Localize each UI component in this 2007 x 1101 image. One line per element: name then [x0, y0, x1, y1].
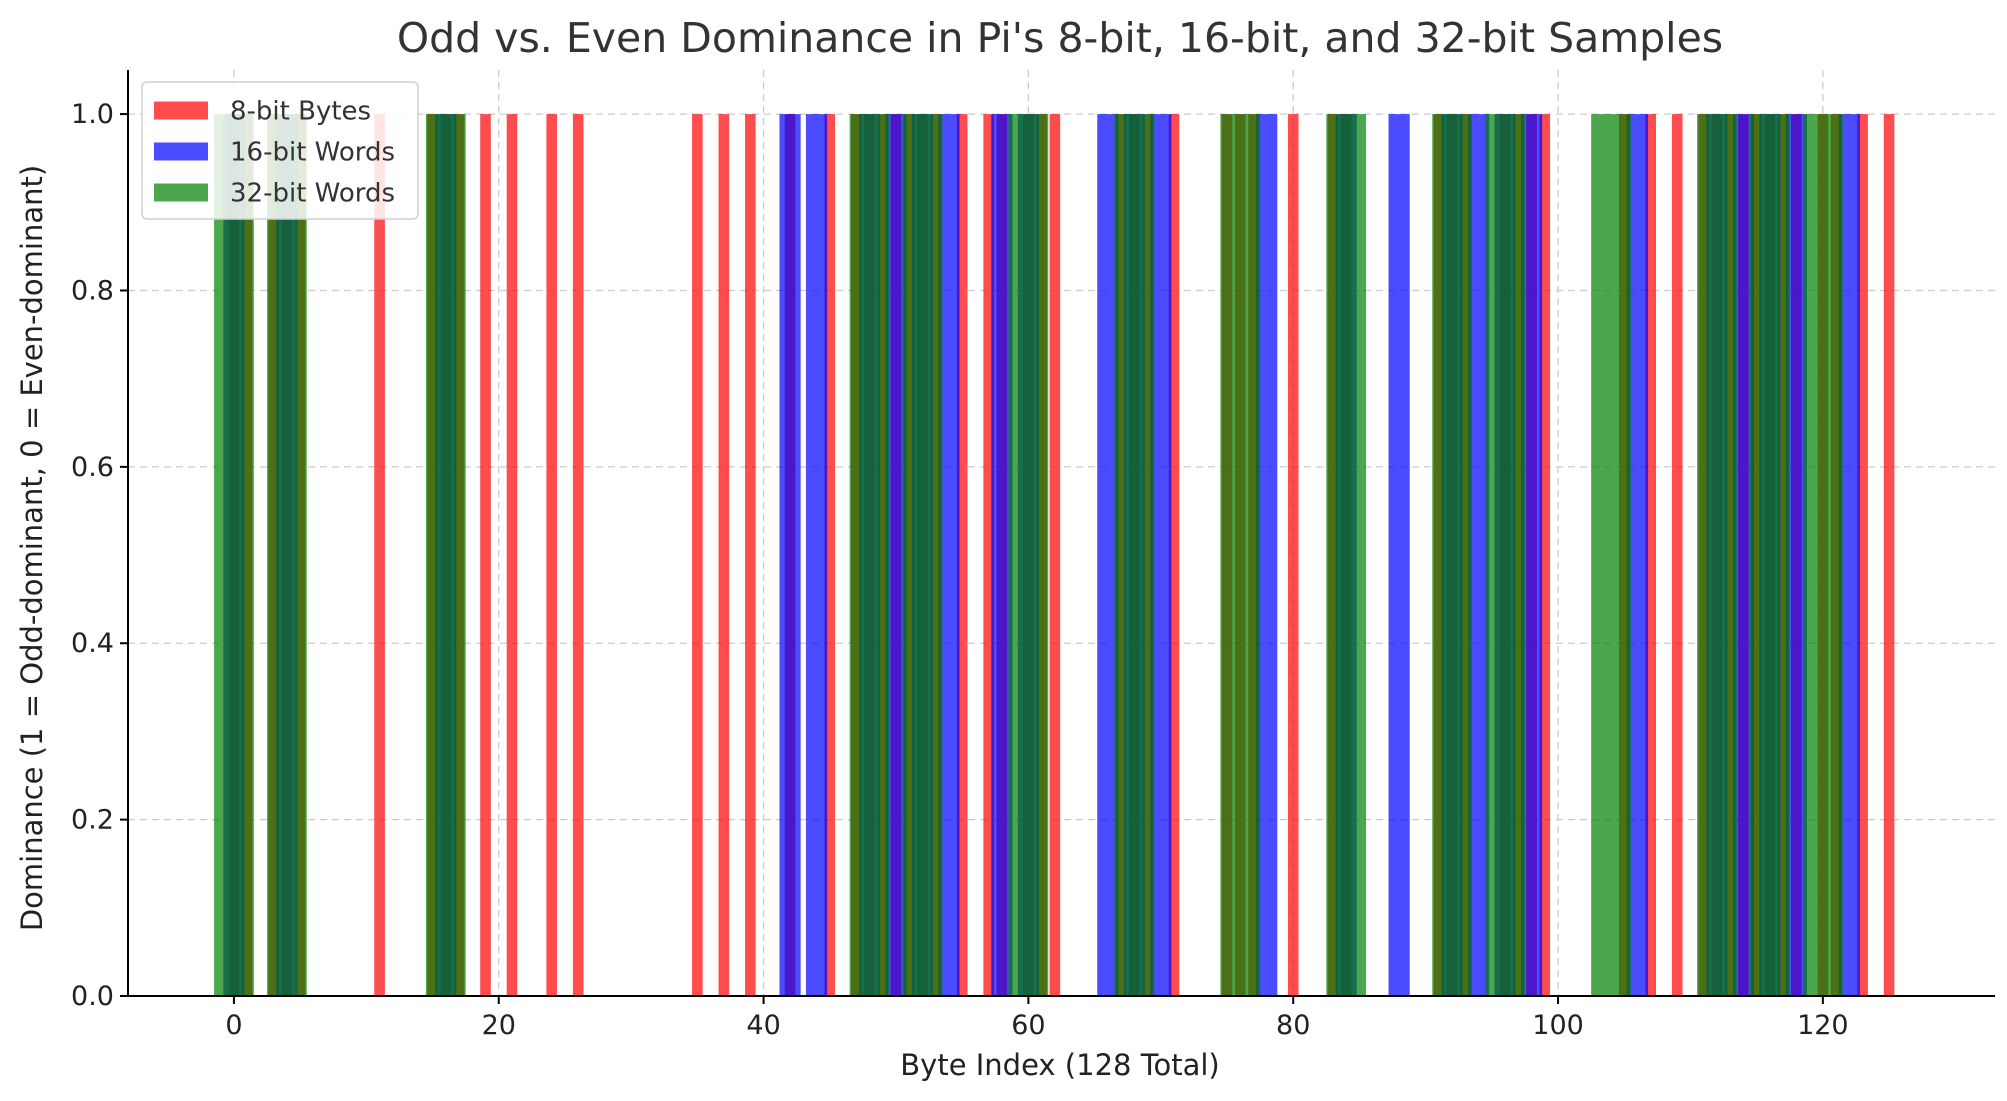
bar — [718, 114, 730, 997]
bar — [983, 114, 994, 997]
bar — [506, 114, 518, 997]
bar — [1168, 114, 1180, 997]
axes: 0 20 40 60 80 100 120 0.0 0.2 0.4 0.6 0.8 1.0 — [71, 70, 1995, 1041]
bar — [1883, 114, 1895, 997]
bar — [1388, 114, 1410, 997]
bar — [1591, 114, 1631, 997]
bar — [1326, 114, 1367, 997]
bar — [1520, 114, 1543, 997]
y-tick-label: 0.0 — [71, 981, 114, 1012]
bar — [374, 114, 385, 997]
chart-title: Odd vs. Even Dominance in Pi's 8-bit, 16… — [397, 14, 1723, 62]
x-tick-label: 100 — [1532, 1010, 1584, 1041]
bar — [1857, 114, 1868, 997]
bar — [1097, 114, 1119, 997]
bar — [849, 114, 890, 997]
bar — [572, 114, 584, 997]
bar — [1697, 114, 1737, 997]
x-tick-label: 80 — [1276, 1010, 1310, 1041]
bar — [824, 114, 836, 997]
bar — [1049, 114, 1061, 997]
bar — [1485, 114, 1525, 997]
legend-swatch — [154, 183, 208, 202]
bar — [1785, 114, 1807, 997]
bar — [1220, 114, 1261, 997]
legend-swatch — [154, 142, 208, 161]
y-tick-label: 0.6 — [71, 452, 114, 483]
bar — [546, 114, 558, 997]
bar — [480, 114, 491, 997]
y-tick-label: 0.8 — [71, 275, 114, 306]
x-tick-label: 40 — [746, 1010, 780, 1041]
bar — [956, 114, 968, 997]
bar — [1287, 114, 1299, 997]
bar — [1750, 114, 1790, 997]
y-tick-label: 0.4 — [71, 628, 114, 659]
y-tick-label: 1.0 — [71, 99, 114, 130]
bar — [1626, 114, 1649, 997]
x-tick-label: 20 — [482, 1010, 516, 1041]
bar — [1256, 114, 1278, 997]
bar — [902, 114, 943, 997]
x-tick-label: 120 — [1797, 1010, 1849, 1041]
bar — [1150, 114, 1172, 997]
bar — [1838, 114, 1860, 997]
bar — [1432, 114, 1472, 997]
legend-label: 8-bit Bytes — [230, 97, 371, 127]
bar — [991, 114, 1013, 997]
x-tick-label: 0 — [225, 1010, 242, 1041]
x-tick-label: 60 — [1011, 1010, 1045, 1041]
legend-label: 32-bit Words — [230, 179, 395, 209]
bar — [1468, 114, 1490, 997]
legend-swatch — [154, 101, 208, 120]
bar — [692, 114, 703, 997]
bar — [885, 114, 907, 997]
bar — [805, 114, 828, 997]
legend: 8-bit Bytes 16-bit Words 32-bit Words — [141, 81, 419, 220]
bars — [214, 114, 1895, 997]
bar — [1539, 114, 1551, 997]
bar — [1671, 114, 1683, 997]
x-axis-label: Byte Index (128 Total) — [900, 1048, 1219, 1082]
y-tick-label: 0.2 — [71, 805, 114, 836]
y-axis-label: Dominance (1 = Odd-dominant, 0 = Even-do… — [15, 165, 49, 931]
bar — [1114, 114, 1155, 997]
bar — [1803, 114, 1843, 997]
bar — [1008, 114, 1049, 997]
bar — [779, 114, 801, 997]
series-3-bars — [214, 114, 1843, 997]
bar — [745, 114, 756, 997]
legend-box — [141, 81, 419, 220]
bar — [425, 114, 466, 997]
bar — [938, 114, 960, 997]
bar — [1645, 114, 1657, 997]
bar — [214, 114, 254, 997]
bar — [267, 114, 307, 997]
legend-label: 16-bit Words — [230, 138, 395, 168]
bar — [1732, 114, 1755, 997]
